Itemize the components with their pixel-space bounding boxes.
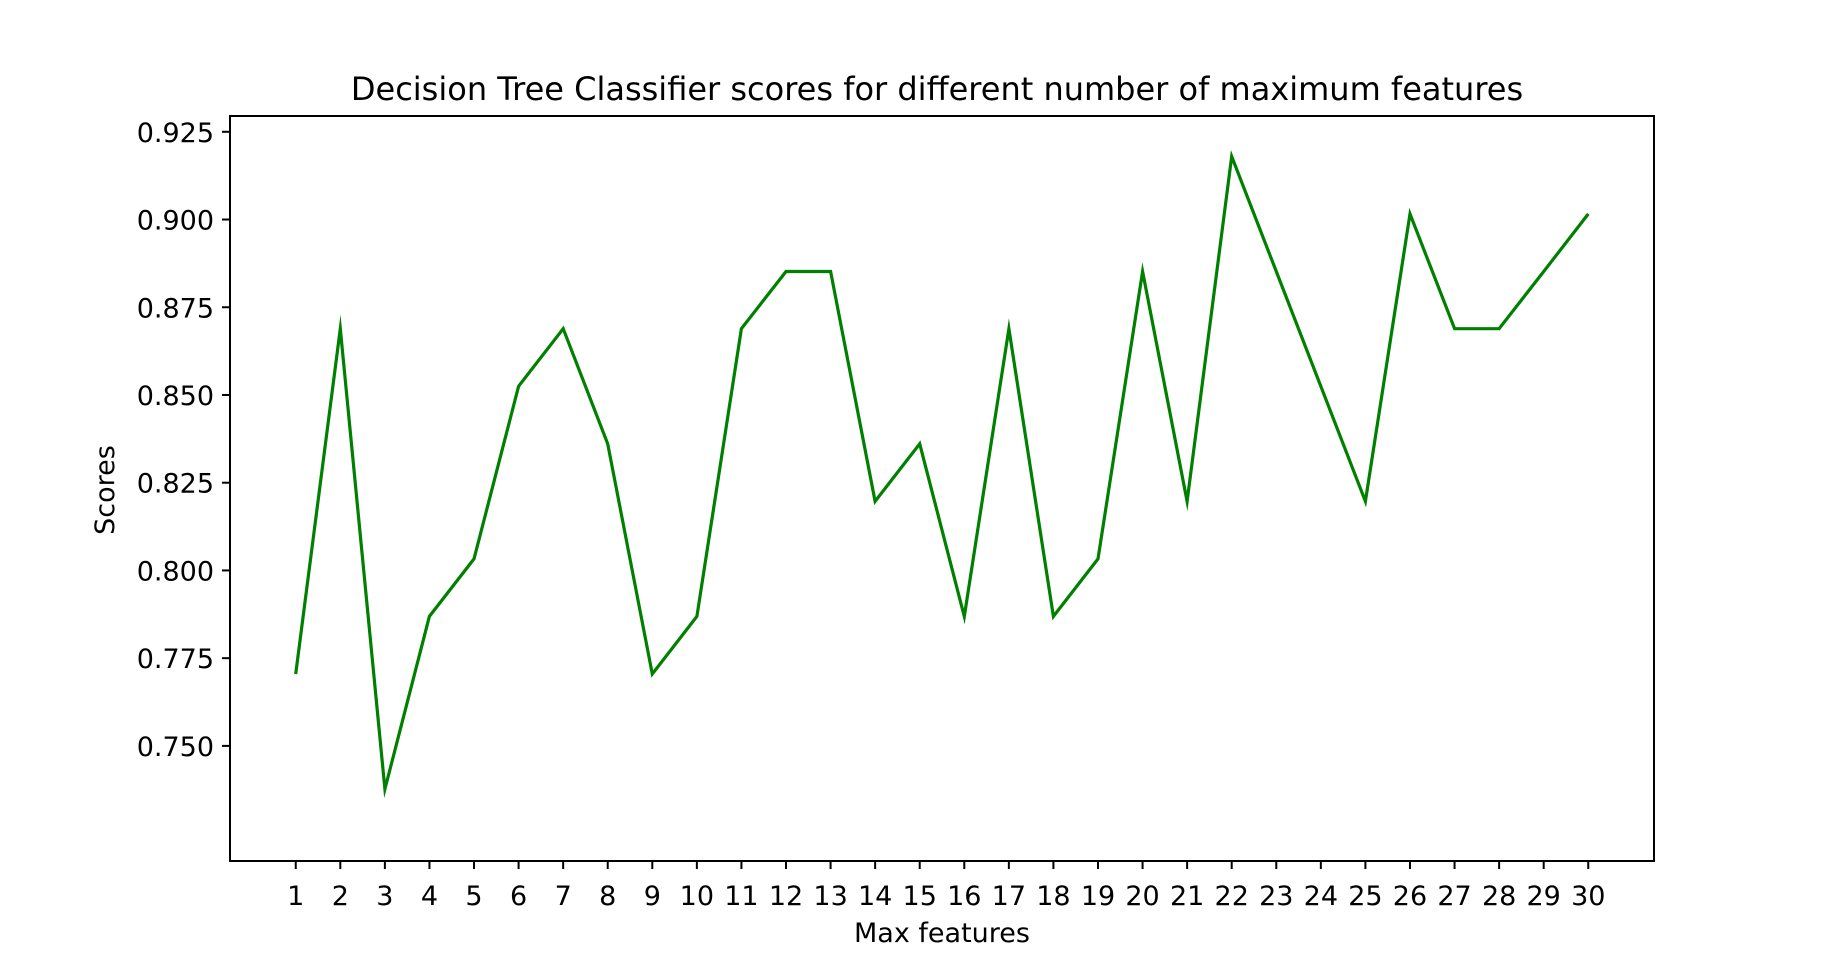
x-tick-label: 28 [1482, 881, 1516, 912]
y-tick-label: 0.800 [137, 556, 214, 587]
x-tick-label: 13 [813, 881, 847, 912]
x-tick-label: 12 [769, 881, 803, 912]
x-tick-label: 20 [1125, 881, 1159, 912]
x-tick-label: 16 [947, 881, 981, 912]
y-tick-label: 0.875 [137, 293, 214, 324]
y-tick-label: 0.750 [137, 732, 214, 763]
x-tick-label: 8 [599, 881, 616, 912]
x-tick-label: 7 [555, 881, 572, 912]
x-tick-label: 11 [724, 881, 758, 912]
series-line-0 [294, 149, 1590, 799]
x-tick-label: 4 [421, 881, 438, 912]
x-tick-label: 23 [1259, 881, 1293, 912]
x-tick-label: 15 [903, 881, 937, 912]
x-tick-label: 22 [1215, 881, 1249, 912]
x-tick-label: 19 [1081, 881, 1115, 912]
x-tick-label: 3 [376, 881, 393, 912]
x-tick-label: 24 [1304, 881, 1338, 912]
x-tick-label: 10 [680, 881, 714, 912]
x-tick-label: 1 [287, 881, 304, 912]
x-tick-label: 30 [1571, 881, 1605, 912]
x-tick-label: 17 [992, 881, 1026, 912]
y-axis: 0.750 0.775 0.800 0.825 0.850 0.875 0.900 0.925 [137, 118, 230, 763]
y-axis-label: Scores [90, 445, 121, 535]
x-tick-label: 25 [1348, 881, 1382, 912]
x-axis-label: Max features [854, 918, 1030, 949]
x-tick-label: 27 [1437, 881, 1471, 912]
x-axis: 1 2 3 4 5 6 7 8 9 10 11 12 13 14 15 16 17 18 19 20 21 22 23 24 2… [287, 861, 1605, 912]
plot-frame [229, 115, 1655, 862]
y-tick-label: 0.900 [137, 206, 214, 237]
x-tick-label: 9 [644, 881, 661, 912]
x-tick-label: 18 [1036, 881, 1070, 912]
x-tick-label: 6 [510, 881, 527, 912]
series-group [294, 149, 1590, 799]
y-tick-label: 0.850 [137, 381, 214, 412]
chart-title: Decision Tree Classifier scores for diff… [351, 70, 1523, 108]
x-tick-label: 26 [1393, 881, 1427, 912]
y-tick-label: 0.775 [137, 644, 214, 675]
x-tick-label: 29 [1527, 881, 1561, 912]
x-tick-label: 14 [858, 881, 892, 912]
y-tick-label: 0.925 [137, 118, 214, 149]
x-tick-label: 2 [332, 881, 349, 912]
y-tick-label: 0.825 [137, 469, 214, 500]
x-tick-label: 5 [465, 881, 482, 912]
x-tick-label: 21 [1170, 881, 1204, 912]
